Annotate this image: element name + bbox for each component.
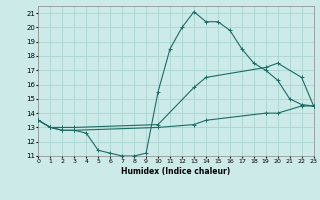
X-axis label: Humidex (Indice chaleur): Humidex (Indice chaleur) bbox=[121, 167, 231, 176]
